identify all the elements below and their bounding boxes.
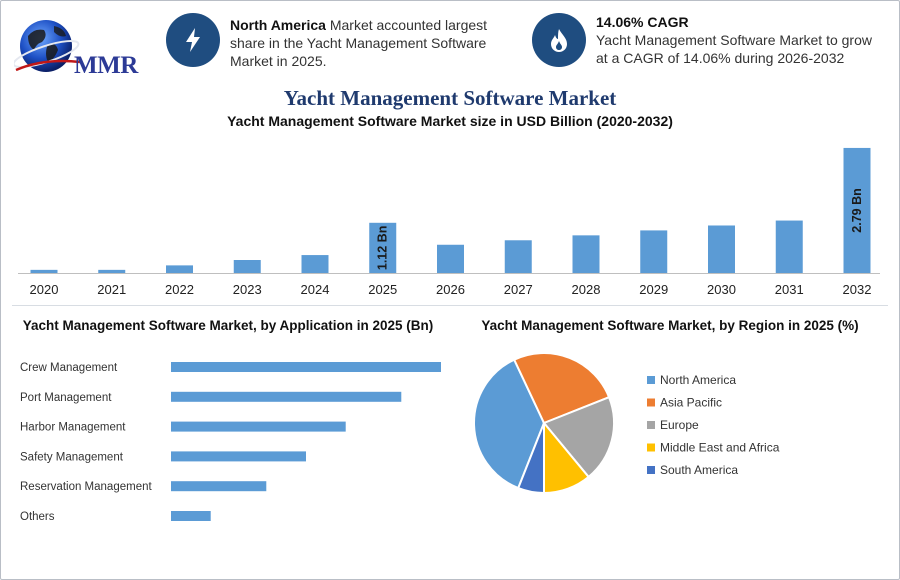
globe-icon [12,20,81,72]
x-tick-label: 2027 [504,282,533,297]
bar-2031 [775,220,803,273]
x-tick-label: 2021 [97,282,126,297]
pie-slice [473,358,546,490]
legend-label: South America [660,463,738,477]
region-chart-title: Yacht Management Software Market, by Reg… [481,318,859,333]
application-chart: Crew Management Port Management Harbor Man… [20,362,441,523]
bar-2032 [843,147,871,273]
legend-label: North America [660,373,736,387]
bar-2030 [708,225,735,273]
section-divider [12,305,888,306]
x-tick-label: 2020 [30,282,59,297]
application-label: Reservation Management [20,481,152,493]
bar-2023 [233,260,261,273]
x-tick-label: 2031 [775,282,804,297]
legend-label: Middle East and Africa [660,441,780,455]
info1-bold: North America [230,17,326,33]
application-bar [171,481,267,492]
x-tick-label: 2023 [233,282,262,297]
application-label: Others [20,511,55,523]
x-tick-label: 2025 [368,282,397,297]
application-bar [171,511,211,521]
bar-2028 [572,235,600,273]
logo: MMR [12,14,138,84]
bar-chart-title: Yacht Management Software Market size in… [227,113,673,129]
x-tick-label: 2022 [165,282,194,297]
bar-data-label: 2.79 Bn [850,188,864,232]
bar-2029 [640,230,668,273]
main-title: Yacht Management Software Market [283,86,617,110]
application-label: Harbor Management [20,422,126,434]
application-bar [171,451,306,462]
info1-text: North America Market accounted largest s… [230,16,510,70]
x-tick-label: 2032 [843,282,872,297]
x-tick-label: 2026 [436,282,465,297]
application-label: Safety Management [20,451,124,463]
bar-data-label: 1.12 Bn [376,226,390,270]
bar-2027 [504,240,532,273]
pie-slice [542,395,615,479]
x-tick-label: 2029 [639,282,668,297]
pie-slice [516,422,545,495]
info2-bold: 14.06% CAGR [596,14,689,30]
x-tick-label: 2024 [301,282,330,297]
bar-2026 [437,244,464,273]
legend-label: Asia Pacific [660,396,722,410]
info2-body: Yacht Management Software Market to grow… [596,32,872,66]
legend-swatch [647,398,655,407]
bar-2025 [369,222,397,273]
application-bar [171,391,402,402]
bar-2024 [301,255,329,273]
legend-swatch [647,421,655,429]
info1-circle [166,13,220,67]
application-chart-title: Yacht Management Software Market, by App… [22,318,434,333]
legend-swatch [647,466,655,474]
application-label: Port Management [20,392,112,404]
logo-text: MMR [74,52,138,79]
application-bar [171,421,346,432]
bar-2020 [30,269,58,273]
region-pie-chart: North America Asia Pacific Europe Middle Ea… [473,352,780,495]
x-tick-label: 2028 [572,282,601,297]
application-bar [171,362,441,372]
bar-2021 [98,269,126,273]
application-label: Crew Management [20,362,118,374]
lightning-icon [186,28,200,52]
x-tick-label: 2030 [707,282,736,297]
bar-chart: 2020 2021 2022 2023 2024 2025 1.12 Bn 2026 2027 2… [18,147,880,297]
legend-label: Europe [660,418,699,432]
bar-2022 [166,265,193,273]
info1-body: Market accounted largest share in the Ya… [230,17,488,69]
pie-slice [512,352,611,425]
legend-swatch [647,443,655,452]
info2-text: 14.06% CAGR Yacht Management Software Ma… [596,13,886,67]
info2-circle [532,13,586,67]
flame-drop-icon [551,29,567,52]
legend-swatch [647,376,655,384]
